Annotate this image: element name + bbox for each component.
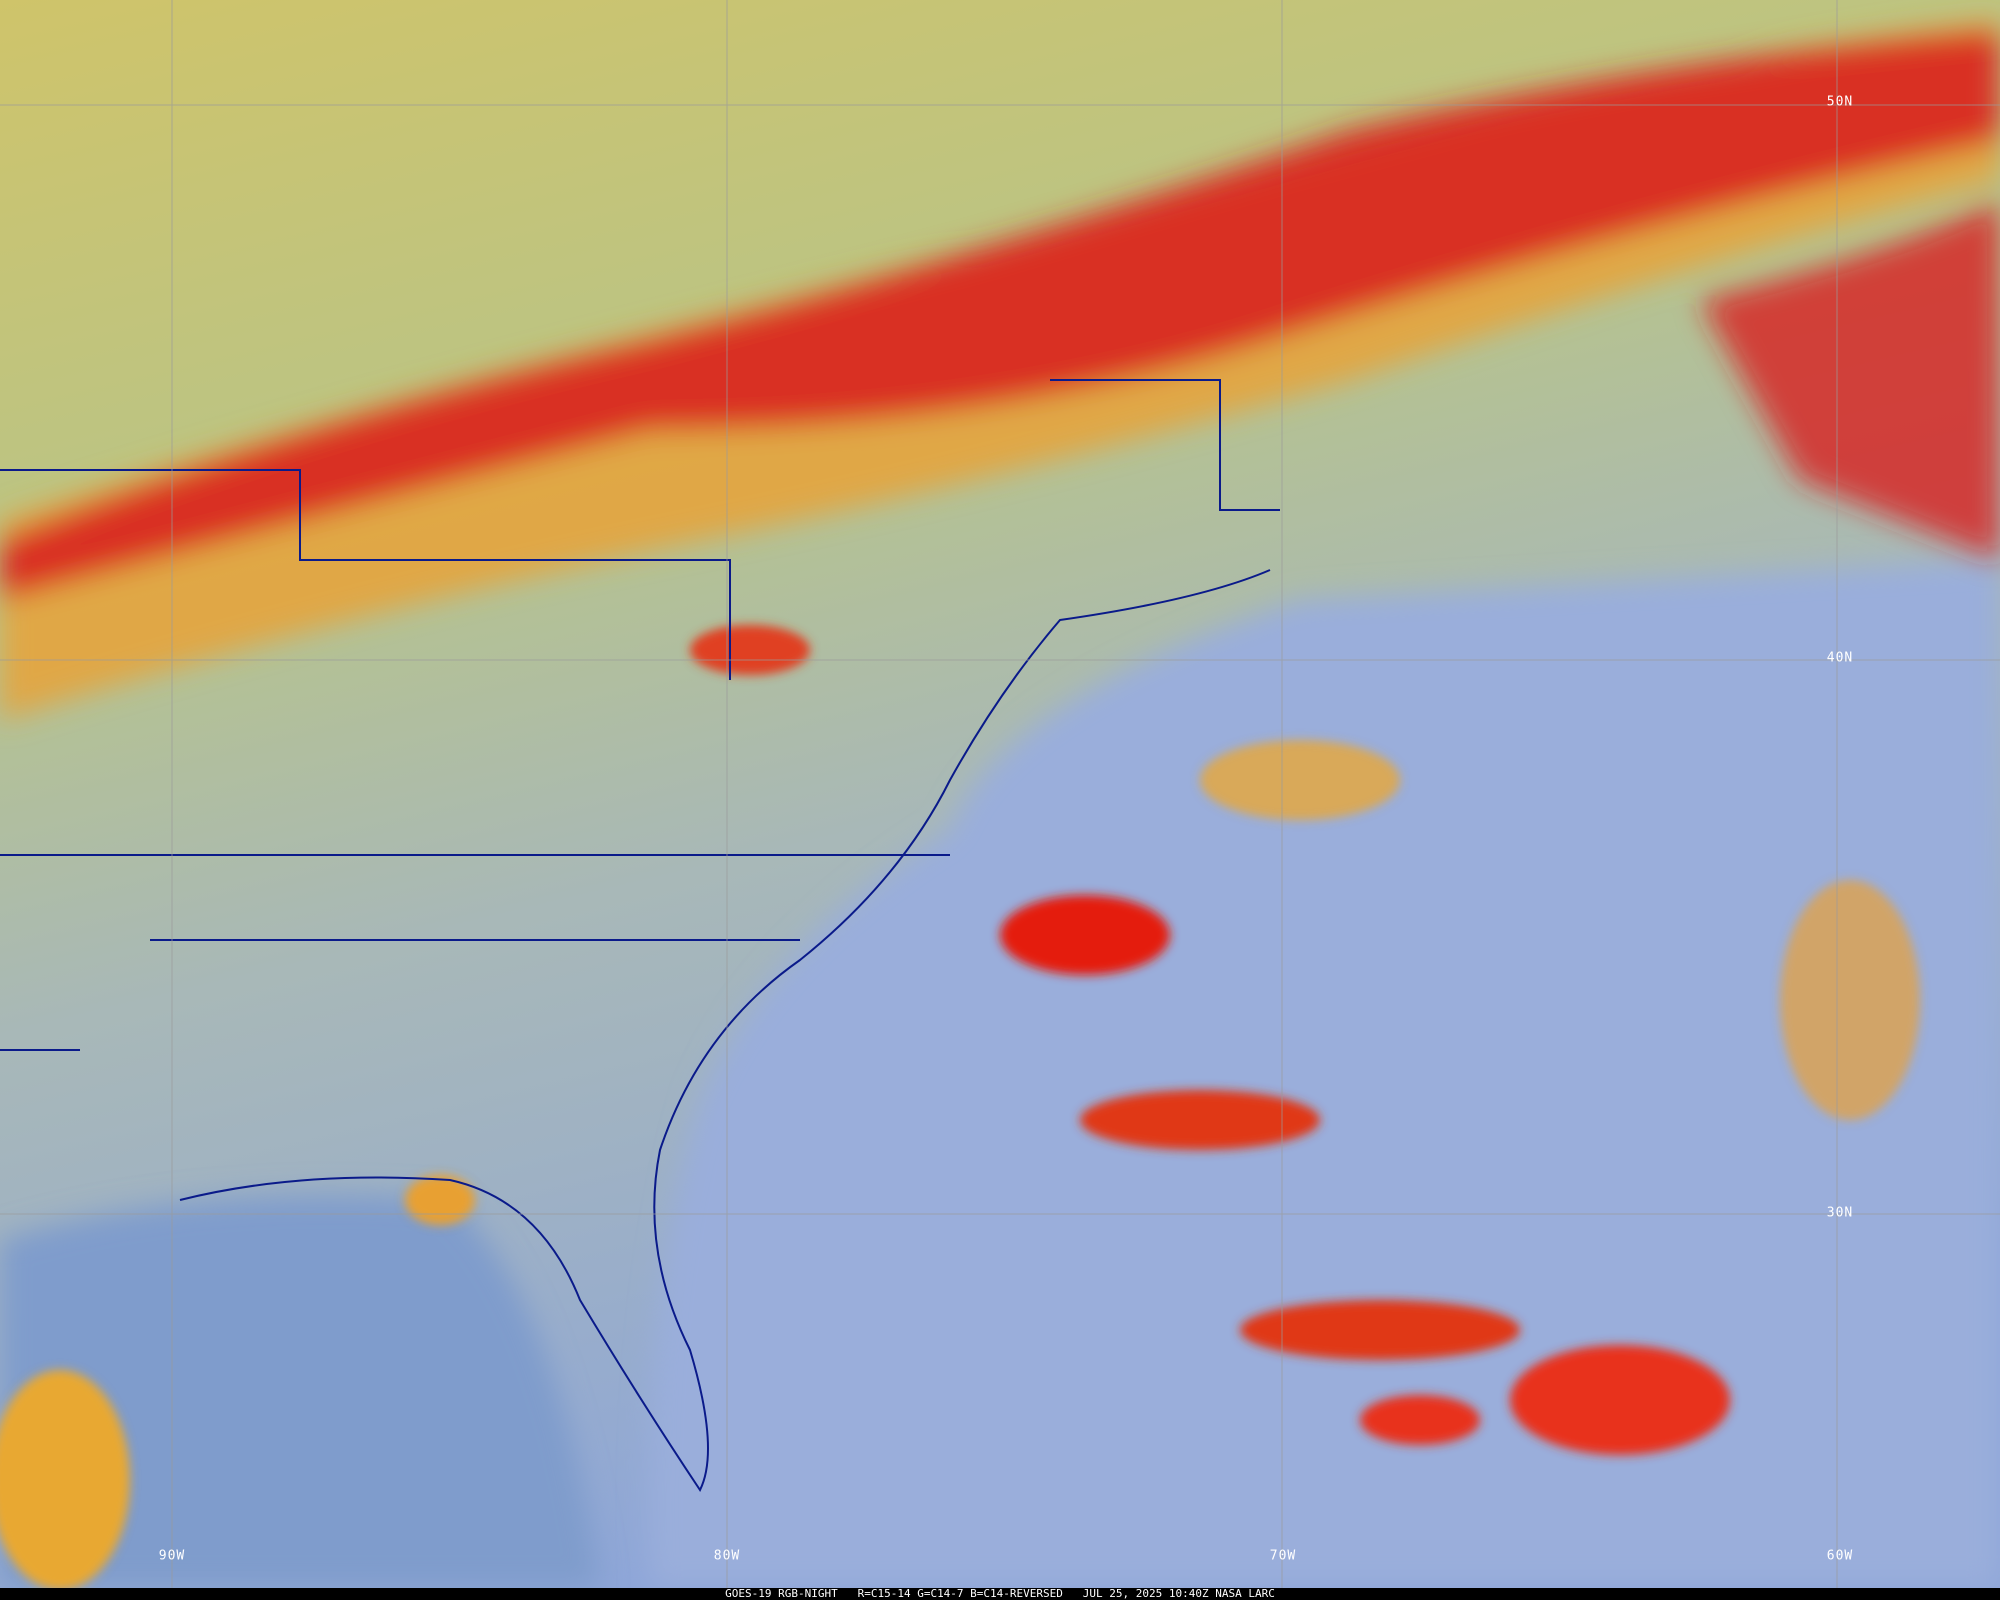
caption-satellite: GOES-19 RGB-NIGHT xyxy=(725,1587,838,1600)
lat-label-30n: 30N xyxy=(1826,1205,1854,1221)
gulf-of-mexico xyxy=(0,1195,600,1588)
lon-label-60w: 60W xyxy=(1826,1548,1854,1564)
lon-label-70w: 70W xyxy=(1269,1548,1297,1564)
political-boundaries xyxy=(0,379,1280,1492)
lon-label-80w: 80W xyxy=(713,1548,741,1564)
atlantic-ocean xyxy=(648,560,2000,1588)
lat-label-50n: 50N xyxy=(1826,94,1854,110)
convective-cells xyxy=(0,625,1920,1588)
caption-datetime: JUL 25, 2025 10:40Z xyxy=(1082,1587,1209,1600)
frontal-cloud-band xyxy=(0,20,2000,720)
image-caption-bar: GOES-19 RGB-NIGHT R=C15-14 G=C14-7 B=C14… xyxy=(0,1588,2000,1600)
caption-source: NASA LARC xyxy=(1215,1587,1275,1600)
caption-channels: R=C15-14 G=C14-7 B=C14-REVERSED xyxy=(857,1587,1063,1600)
lat-label-40n: 40N xyxy=(1826,650,1854,666)
lon-label-90w: 90W xyxy=(158,1548,186,1564)
